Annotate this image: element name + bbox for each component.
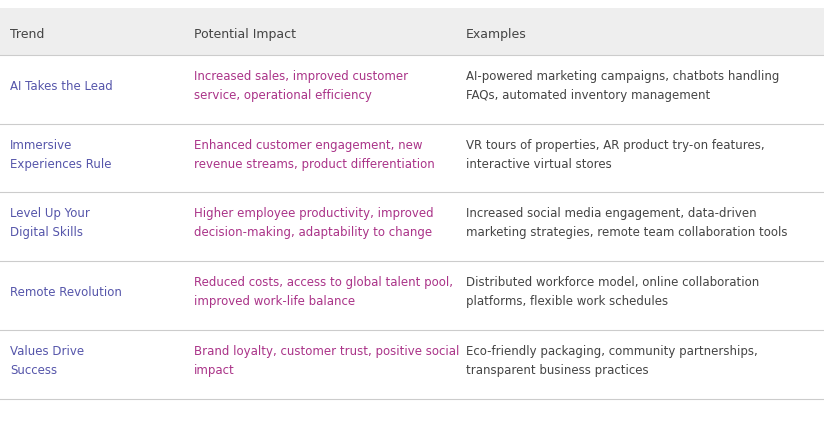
Bar [0, 124, 824, 192]
Bar [0, 55, 824, 124]
Text: Higher employee productivity, improved
decision-making, adaptability to change: Higher employee productivity, improved d… [194, 207, 433, 240]
Text: AI-powered marketing campaigns, chatbots handling
FAQs, automated inventory mana: AI-powered marketing campaigns, chatbots… [466, 70, 779, 102]
Text: VR tours of properties, AR product try-on features,
interactive virtual stores: VR tours of properties, AR product try-o… [466, 139, 764, 171]
Text: Enhanced customer engagement, new
revenue streams, product differentiation: Enhanced customer engagement, new revenu… [194, 139, 434, 171]
Text: Increased social media engagement, data-driven
marketing strategies, remote team: Increased social media engagement, data-… [466, 207, 787, 240]
Text: Trend: Trend [10, 28, 44, 41]
Text: Increased sales, improved customer
service, operational efficiency: Increased sales, improved customer servi… [194, 70, 408, 102]
Text: Potential Impact: Potential Impact [194, 28, 296, 41]
Text: Immersive
Experiences Rule: Immersive Experiences Rule [10, 139, 111, 171]
Text: Brand loyalty, customer trust, positive social
impact: Brand loyalty, customer trust, positive … [194, 345, 459, 377]
Text: Distributed workforce model, online collaboration
platforms, flexible work sched: Distributed workforce model, online coll… [466, 276, 759, 308]
Text: Values Drive
Success: Values Drive Success [10, 345, 84, 377]
Text: Remote Revolution: Remote Revolution [10, 286, 122, 298]
Text: Eco-friendly packaging, community partnerships,
transparent business practices: Eco-friendly packaging, community partne… [466, 345, 757, 377]
Text: Reduced costs, access to global talent pool,
improved work-life balance: Reduced costs, access to global talent p… [194, 276, 452, 308]
Text: AI Takes the Lead: AI Takes the Lead [10, 80, 113, 92]
Text: Examples: Examples [466, 28, 527, 41]
Bar [0, 192, 824, 261]
Bar [0, 261, 824, 330]
Text: Level Up Your
Digital Skills: Level Up Your Digital Skills [10, 207, 90, 240]
Bar [0, 330, 824, 399]
Bar [0, 8, 824, 55]
